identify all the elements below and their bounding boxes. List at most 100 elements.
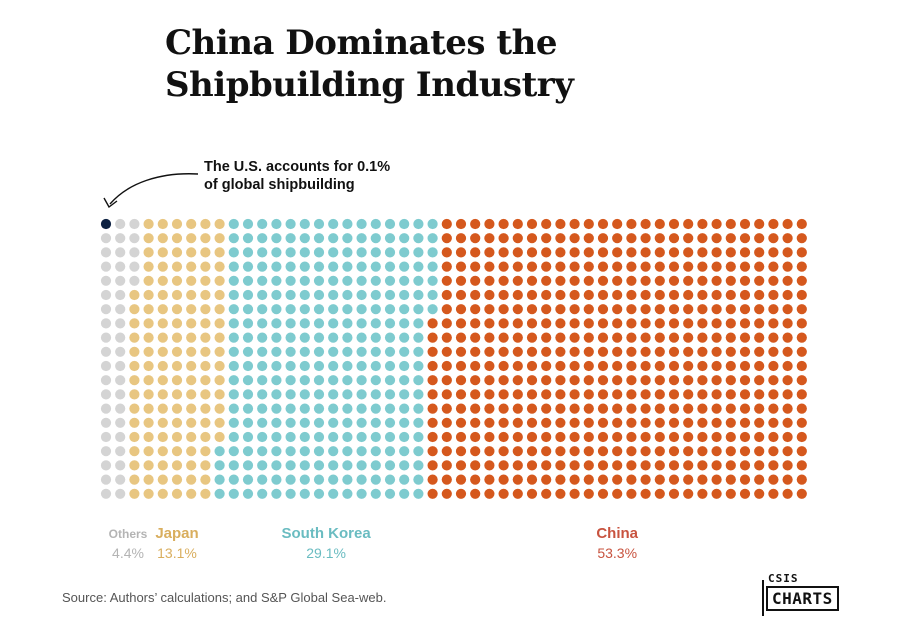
dot-china — [583, 218, 594, 230]
dot-china — [668, 318, 680, 329]
dot-japan — [214, 318, 225, 329]
dot-china — [754, 289, 765, 301]
dot-china — [526, 360, 538, 372]
dot-china — [555, 289, 566, 301]
dot-china — [427, 360, 438, 372]
dot-south-korea — [342, 417, 353, 428]
dot-china — [583, 360, 594, 372]
dot-japan — [143, 304, 154, 315]
dot-south-korea — [285, 460, 296, 471]
dot-others — [115, 304, 126, 315]
dot-others — [115, 218, 126, 230]
dot-china — [626, 261, 637, 272]
dot-china — [626, 218, 637, 230]
dot-others — [100, 360, 112, 372]
dot-china — [754, 403, 765, 414]
dot-south-korea — [257, 218, 268, 230]
dot-south-korea — [228, 488, 239, 499]
dot-japan — [200, 360, 211, 372]
dot-china — [455, 304, 467, 315]
dot-china — [498, 360, 509, 372]
dot-japan — [157, 460, 168, 471]
dot-south-korea — [328, 275, 339, 286]
dot-south-korea — [271, 474, 282, 485]
dot-china — [796, 488, 807, 499]
dot-china — [754, 304, 765, 315]
dot-china — [711, 233, 722, 244]
dot-china — [512, 360, 523, 372]
label-china: China — [596, 525, 639, 542]
dot-japan — [157, 289, 168, 301]
dot-china — [484, 233, 495, 244]
dot-south-korea — [214, 488, 225, 499]
dot-china — [739, 474, 751, 485]
dot-south-korea — [370, 233, 381, 244]
dot-china — [626, 332, 637, 343]
dot-china — [739, 389, 751, 400]
dot-china — [470, 375, 481, 386]
dot-china — [526, 389, 538, 400]
dot-china — [697, 474, 708, 485]
dot-china — [697, 460, 708, 471]
dot-china — [725, 233, 736, 244]
dot-south-korea — [299, 346, 310, 357]
dot-china — [725, 275, 736, 286]
dot-china — [555, 375, 566, 386]
dot-south-korea — [242, 247, 254, 258]
dot-china — [782, 233, 793, 244]
dot-japan — [171, 488, 183, 499]
dot-japan — [200, 275, 211, 286]
dot-south-korea — [242, 346, 254, 357]
dot-china — [612, 275, 623, 286]
dot-south-korea — [214, 446, 225, 457]
dot-south-korea — [242, 332, 254, 343]
dot-china — [768, 289, 779, 301]
dot-china — [526, 247, 538, 258]
dot-japan — [200, 332, 211, 343]
dot-south-korea — [313, 474, 325, 485]
dot-china — [484, 247, 495, 258]
dot-china — [626, 275, 637, 286]
dot-south-korea — [342, 346, 353, 357]
dot-japan — [171, 375, 183, 386]
dot-china — [583, 403, 594, 414]
dot-south-korea — [242, 446, 254, 457]
dot-china — [654, 332, 665, 343]
dot-south-korea — [399, 304, 410, 315]
dot-china — [725, 431, 736, 443]
dot-china — [569, 360, 580, 372]
dot-china — [626, 417, 637, 428]
dot-south-korea — [370, 275, 381, 286]
dot-south-korea — [342, 218, 353, 230]
dot-south-korea — [370, 460, 381, 471]
dot-china — [654, 474, 665, 485]
dot-south-korea — [228, 389, 239, 400]
dot-china — [569, 474, 580, 485]
dot-china — [470, 247, 481, 258]
dot-south-korea — [271, 446, 282, 457]
dot-japan — [200, 318, 211, 329]
dot-china — [668, 446, 680, 457]
dot-china — [569, 218, 580, 230]
dot-china — [754, 332, 765, 343]
dot-others — [100, 474, 112, 485]
dot-china — [441, 261, 452, 272]
dot-china — [739, 275, 751, 286]
dot-south-korea — [299, 233, 310, 244]
dot-china — [711, 417, 722, 428]
dot-china — [541, 474, 552, 485]
dot-south-korea — [384, 389, 396, 400]
dot-south-korea — [399, 474, 410, 485]
dot-china — [796, 389, 807, 400]
dot-china — [640, 261, 651, 272]
dot-china — [626, 403, 637, 414]
dot-china — [597, 389, 609, 400]
dot-china — [683, 261, 694, 272]
dot-south-korea — [342, 318, 353, 329]
dot-south-korea — [342, 446, 353, 457]
dot-south-korea — [328, 375, 339, 386]
dot-south-korea — [370, 431, 381, 443]
value-china: 53.3% — [597, 545, 638, 561]
dot-china — [583, 474, 594, 485]
dot-south-korea — [313, 446, 325, 457]
